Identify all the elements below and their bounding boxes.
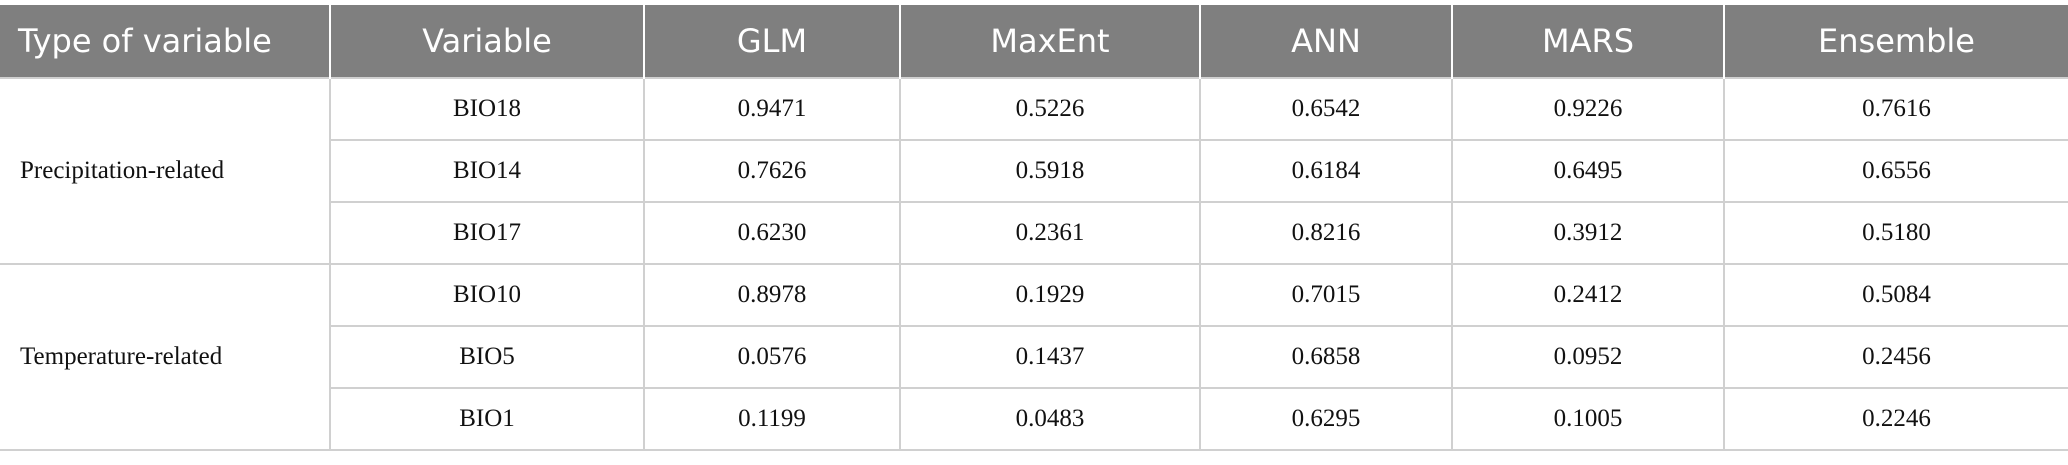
- value-cell: 0.9226: [1451, 77, 1725, 141]
- value-cell: 0.1437: [899, 325, 1201, 389]
- value-cell: 0.6495: [1451, 139, 1725, 203]
- table-body: Precipitation-related BIO18 0.9471 0.5226 0.…: [0, 77, 2068, 451]
- table-row: BIO17 0.6230 0.2361 0.8216 0.3912 0.5180: [0, 201, 2068, 265]
- value-cell: 0.1199: [643, 387, 901, 451]
- value-cell: 0.6295: [1199, 387, 1453, 451]
- value-cell: 0.5084: [1723, 263, 2068, 327]
- column-header: ANN: [1199, 5, 1452, 78]
- value-cell: 0.6556: [1723, 139, 2068, 203]
- value-cell: 0.7015: [1199, 263, 1453, 327]
- variable-cell: BIO18: [329, 77, 645, 141]
- value-cell: 0.0952: [1451, 325, 1725, 389]
- group-label: Temperature-related: [0, 263, 331, 451]
- value-cell: 0.0483: [899, 387, 1201, 451]
- value-cell: 0.2246: [1723, 387, 2068, 451]
- column-header: MaxEnt: [899, 5, 1200, 78]
- variable-cell: BIO10: [329, 263, 645, 327]
- value-cell: 0.9471: [643, 77, 901, 141]
- value-cell: 0.6542: [1199, 77, 1453, 141]
- value-cell: 0.6858: [1199, 325, 1453, 389]
- value-cell: 0.8216: [1199, 201, 1453, 265]
- table-row: BIO5 0.0576 0.1437 0.6858 0.0952 0.2456: [0, 325, 2068, 389]
- page: Type of variable Variable GLM MaxEnt ANN MARS…: [0, 5, 2068, 465]
- value-cell: 0.2361: [899, 201, 1201, 265]
- value-cell: 0.8978: [643, 263, 901, 327]
- variable-cell: BIO5: [329, 325, 645, 389]
- column-header: Variable: [329, 5, 644, 78]
- value-cell: 0.7626: [643, 139, 901, 203]
- table-row: Temperature-related BIO10 0.8978 0.1929 0.70…: [0, 263, 2068, 451]
- data-table: Type of variable Variable GLM MaxEnt ANN MARS…: [0, 5, 2068, 451]
- variable-cell: BIO14: [329, 139, 645, 203]
- value-cell: 0.6184: [1199, 139, 1453, 203]
- value-cell: 0.0576: [643, 325, 901, 389]
- value-cell: 0.5180: [1723, 201, 2068, 265]
- value-cell: 0.2456: [1723, 325, 2068, 389]
- table-row: BIO14 0.7626 0.5918 0.6184 0.6495 0.6556: [0, 139, 2068, 203]
- table-row: Precipitation-related BIO18 0.9471 0.5226 0.…: [0, 77, 2068, 265]
- variable-cell: BIO17: [329, 201, 645, 265]
- column-header: MARS: [1451, 5, 1724, 78]
- table-row: BIO1 0.1199 0.0483 0.6295 0.1005 0.2246: [0, 387, 2068, 451]
- value-cell: 0.3912: [1451, 201, 1725, 265]
- variable-cell: BIO1: [329, 387, 645, 451]
- value-cell: 0.6230: [643, 201, 901, 265]
- value-cell: 0.7616: [1723, 77, 2068, 141]
- column-header: Type of variable: [0, 5, 330, 78]
- value-cell: 0.5918: [899, 139, 1201, 203]
- column-header: Ensemble: [1723, 5, 2068, 78]
- value-cell: 0.5226: [899, 77, 1201, 141]
- group-label: Precipitation-related: [0, 77, 331, 265]
- value-cell: 0.2412: [1451, 263, 1725, 327]
- header-row: Type of variable Variable GLM MaxEnt ANN MARS…: [0, 5, 2068, 78]
- value-cell: 0.1005: [1451, 387, 1725, 451]
- value-cell: 0.1929: [899, 263, 1201, 327]
- column-header: GLM: [643, 5, 900, 78]
